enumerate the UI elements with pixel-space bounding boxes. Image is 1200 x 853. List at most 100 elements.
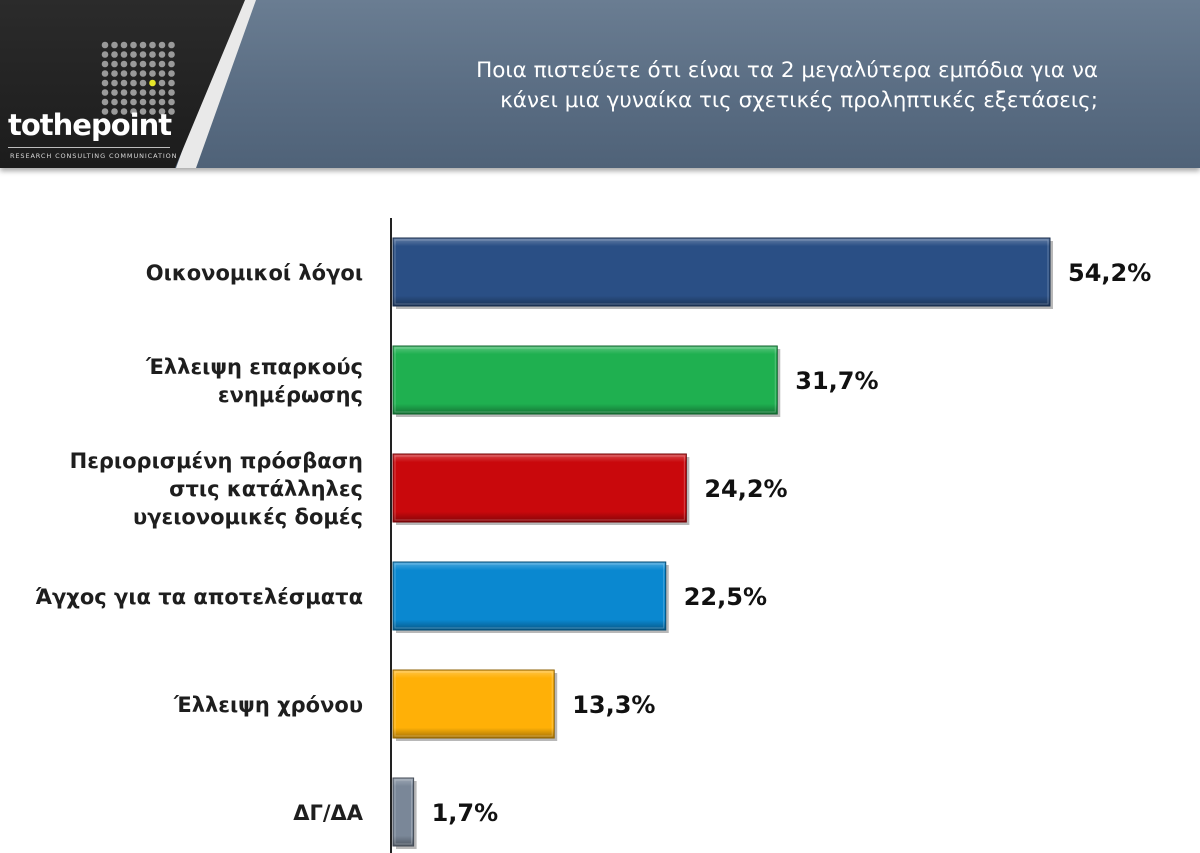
logo-dot xyxy=(111,51,118,58)
logo-dot xyxy=(168,89,175,96)
category-label-2: Έλλειψη επαρκούς ενημέρωσης xyxy=(145,355,363,407)
logo-dot xyxy=(120,79,128,87)
bar-6 xyxy=(392,777,415,847)
chart-title-line-1: Ποια πιστεύετε ότι είναι τα 2 μεγαλύτερα… xyxy=(476,58,1098,83)
logo-dot xyxy=(168,70,175,77)
category-label-3: Περιορισμένη πρόσβαση στις κατάλληλες υγει… xyxy=(70,449,363,529)
logo-dot xyxy=(149,60,156,68)
category-label-line: υγειονομικές δομές xyxy=(133,505,363,529)
logo-accent-dot xyxy=(149,79,156,87)
category-label-line: ενημέρωσης xyxy=(218,383,363,407)
logo-dot xyxy=(111,108,118,115)
logo-dot xyxy=(111,89,118,96)
logo-dot xyxy=(101,89,109,96)
value-label-4: 22,5% xyxy=(684,583,767,611)
logo-dot xyxy=(168,51,175,58)
logo-dot xyxy=(120,51,128,58)
category-label-1: Οικονομικοί λόγοι xyxy=(146,261,363,285)
logo-dot xyxy=(149,51,156,58)
logo-dot xyxy=(120,89,128,96)
logo-dot xyxy=(120,60,128,68)
value-label-1: 54,2% xyxy=(1068,259,1151,287)
category-label-line: Περιορισμένη πρόσβαση xyxy=(70,449,363,473)
logo-dot xyxy=(101,98,109,106)
logo-dot xyxy=(130,41,137,49)
logo-dot xyxy=(130,60,137,68)
value-label-5: 13,3% xyxy=(572,691,655,719)
category-label-line: Άγχος για τα αποτελέσματα xyxy=(35,585,363,609)
bar-2 xyxy=(392,345,778,415)
logo-dot xyxy=(158,60,166,68)
logo-dot xyxy=(149,70,156,77)
logo-dot xyxy=(168,79,175,87)
logo-dot xyxy=(130,98,137,106)
bar-bevel xyxy=(394,347,776,413)
chart-title: Ποια πιστεύετε ότι είναι τα 2 μεγαλύτερα… xyxy=(338,56,1098,116)
logo-dot xyxy=(101,108,109,115)
logo-dot xyxy=(101,60,109,68)
logo-dot xyxy=(149,98,156,106)
logo-dot xyxy=(139,89,147,96)
logo-dot xyxy=(139,51,147,58)
logo-dot xyxy=(111,41,118,49)
logo-dot xyxy=(120,108,128,115)
logo-dot xyxy=(120,70,128,77)
logo-dot xyxy=(139,108,147,115)
logo-dot xyxy=(111,79,118,87)
category-label-5: Έλλειψη χρόνου xyxy=(173,693,363,717)
logo-dot xyxy=(111,98,118,106)
category-label-4: Άγχος για τα αποτελέσματα xyxy=(35,585,363,609)
logo-dot xyxy=(158,108,166,115)
bar-4 xyxy=(392,561,667,631)
bar-bevel xyxy=(394,455,685,521)
logo-dot xyxy=(158,70,166,77)
category-label-line: στις κατάλληλες xyxy=(169,477,363,501)
logo-dot xyxy=(158,41,166,49)
logo-dot xyxy=(101,79,109,87)
logo-dot xyxy=(130,79,137,87)
category-label-line: ΔΓ/ΔΑ xyxy=(293,801,364,825)
bar-1 xyxy=(392,237,1051,307)
logo-text: tothepoint xyxy=(8,108,172,142)
logo-dot xyxy=(168,98,175,106)
logo-dot xyxy=(139,70,147,77)
logo-dot xyxy=(101,51,109,58)
logo-dots-icon xyxy=(101,41,175,115)
logo-dot xyxy=(158,98,166,106)
logo-dot xyxy=(139,79,147,87)
logo-dot xyxy=(130,70,137,77)
chart-title-line-2: κάνει μια γυναίκα τις σχετικές προληπτικ… xyxy=(500,88,1098,113)
logo-dot xyxy=(158,79,166,87)
logo-dot xyxy=(168,41,175,49)
category-label-line: Έλλειψη χρόνου xyxy=(173,693,363,717)
logo-dot xyxy=(139,98,147,106)
logo-dot xyxy=(158,51,166,58)
bar-bevel xyxy=(394,779,413,845)
category-label-line: Οικονομικοί λόγοι xyxy=(146,261,363,285)
logo-dot xyxy=(101,70,109,77)
logo-dot xyxy=(111,70,118,77)
logo-dot xyxy=(130,108,137,115)
logo-dot xyxy=(149,108,156,115)
value-label-6: 1,7% xyxy=(432,799,499,827)
bar-5 xyxy=(392,669,555,739)
logo-dot xyxy=(130,89,137,96)
category-label-line: Έλλειψη επαρκούς xyxy=(145,355,363,379)
logo-dot xyxy=(139,41,147,49)
logo-dot xyxy=(168,108,175,115)
logo-dot xyxy=(168,60,175,68)
bar-bevel xyxy=(394,671,553,737)
logo-dot xyxy=(120,41,128,49)
logo-tagline: RESEARCH CONSULTING COMMUNICATION xyxy=(10,152,178,160)
logo-dot xyxy=(149,41,156,49)
bar-bevel xyxy=(394,563,665,629)
logo-dot xyxy=(158,89,166,96)
value-label-2: 31,7% xyxy=(795,367,878,395)
logo-dot xyxy=(130,51,137,58)
logo-underline xyxy=(8,147,170,148)
logo-dot xyxy=(149,89,156,96)
value-label-3: 24,2% xyxy=(704,475,787,503)
logo-dot xyxy=(111,60,118,68)
bar-3 xyxy=(392,453,687,523)
